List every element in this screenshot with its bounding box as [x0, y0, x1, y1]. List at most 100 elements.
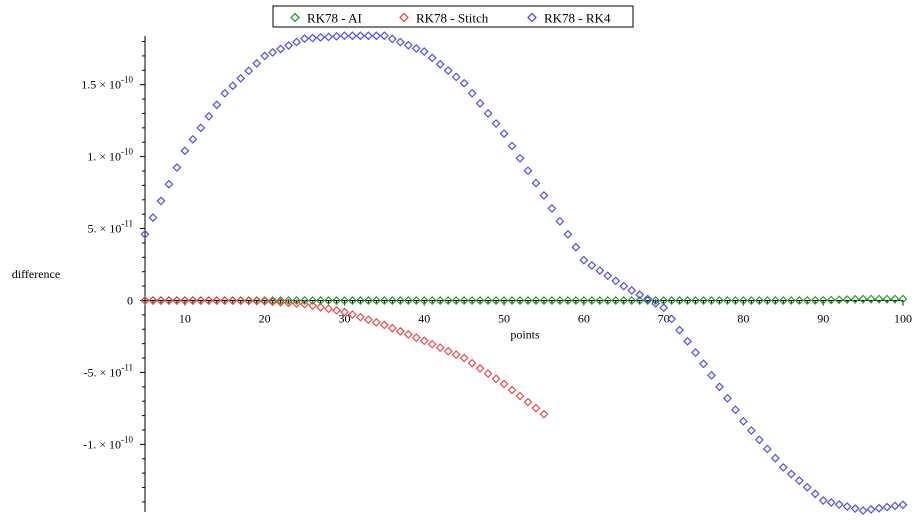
data-point — [467, 358, 477, 368]
data-point — [866, 294, 876, 304]
data-point — [898, 294, 908, 304]
legend-label: RK78 - AI — [307, 11, 362, 26]
data-point — [547, 296, 557, 305]
data-point — [826, 498, 836, 507]
data-point — [371, 317, 381, 327]
data-point — [164, 179, 174, 189]
data-point — [834, 500, 844, 509]
data-point — [363, 296, 373, 305]
data-point — [348, 31, 357, 41]
data-point — [683, 296, 693, 305]
data-point — [228, 81, 238, 91]
data-point — [651, 296, 661, 305]
data-point — [882, 502, 892, 512]
data-point — [236, 296, 246, 306]
data-point — [148, 296, 158, 305]
data-point — [699, 296, 708, 305]
data-point — [762, 444, 772, 454]
data-point — [675, 296, 685, 305]
data-point — [723, 296, 732, 305]
data-point — [284, 41, 294, 50]
data-point — [643, 296, 653, 305]
data-point — [778, 296, 788, 305]
data-point — [332, 31, 341, 41]
series-1 — [140, 296, 549, 419]
data-point — [467, 296, 477, 305]
data-point — [451, 296, 461, 305]
data-point — [659, 303, 669, 313]
data-point — [379, 320, 389, 330]
data-point — [292, 37, 302, 47]
data-point — [244, 66, 254, 76]
data-point — [635, 296, 645, 305]
data-point — [387, 296, 397, 305]
data-point — [555, 296, 565, 305]
data-point — [539, 191, 549, 200]
data-point — [204, 296, 214, 305]
data-point — [451, 72, 461, 82]
data-point — [140, 229, 150, 239]
data-point — [308, 33, 318, 43]
data-point — [619, 296, 629, 305]
data-point — [786, 469, 796, 479]
data-point — [842, 295, 852, 305]
data-point — [563, 296, 573, 305]
data-point — [156, 196, 166, 206]
data-point — [348, 310, 357, 320]
data-point — [443, 296, 453, 305]
data-point — [379, 296, 389, 305]
data-point — [411, 333, 421, 343]
data-point — [363, 315, 373, 325]
data-point — [204, 111, 214, 121]
data-point — [340, 307, 349, 317]
data-point — [499, 379, 509, 389]
data-point — [603, 296, 613, 305]
data-point — [707, 370, 716, 380]
data-point — [794, 295, 804, 305]
data-point — [515, 391, 525, 401]
data-point — [531, 403, 541, 413]
data-point — [172, 163, 182, 172]
data-point — [539, 409, 549, 419]
data-point — [268, 296, 278, 305]
legend-label: RK78 - RK4 — [544, 11, 611, 26]
data-point — [571, 242, 581, 252]
data-point — [595, 296, 605, 305]
data-point — [300, 34, 310, 44]
data-point — [707, 296, 716, 305]
data-point — [411, 43, 421, 53]
data-point — [754, 296, 764, 305]
data-point — [324, 304, 333, 314]
data-point — [292, 299, 302, 308]
data-point — [635, 290, 645, 300]
data-point — [395, 326, 405, 336]
data-point — [419, 336, 429, 346]
data-point — [786, 296, 796, 305]
data-point — [332, 296, 341, 305]
data-point — [220, 88, 230, 98]
data-point — [491, 296, 501, 305]
data-point — [451, 350, 461, 360]
data-point — [300, 296, 310, 305]
data-point — [619, 281, 629, 291]
y-tick-label: 1.5 × 10-10 — [81, 75, 133, 92]
data-point — [340, 296, 349, 305]
x-tick-label: 30 — [338, 311, 350, 325]
data-point — [276, 44, 286, 54]
data-point — [762, 296, 772, 305]
data-point — [483, 369, 493, 379]
data-point — [499, 296, 509, 305]
data-point — [699, 359, 708, 369]
data-point — [842, 502, 852, 511]
data-point — [850, 294, 860, 304]
data-point — [874, 294, 884, 304]
data-point — [276, 297, 286, 307]
data-point — [611, 296, 621, 305]
data-point — [467, 88, 477, 98]
x-tick-label: 50 — [498, 311, 510, 325]
legend-label: RK78 - Stitch — [416, 11, 489, 26]
y-tick-label: -5. × 10-11 — [84, 362, 133, 379]
data-point — [427, 296, 437, 305]
legend: RK78 - AI RK78 - Stitch RK78 - RK4 — [272, 5, 634, 28]
data-point — [379, 31, 389, 41]
